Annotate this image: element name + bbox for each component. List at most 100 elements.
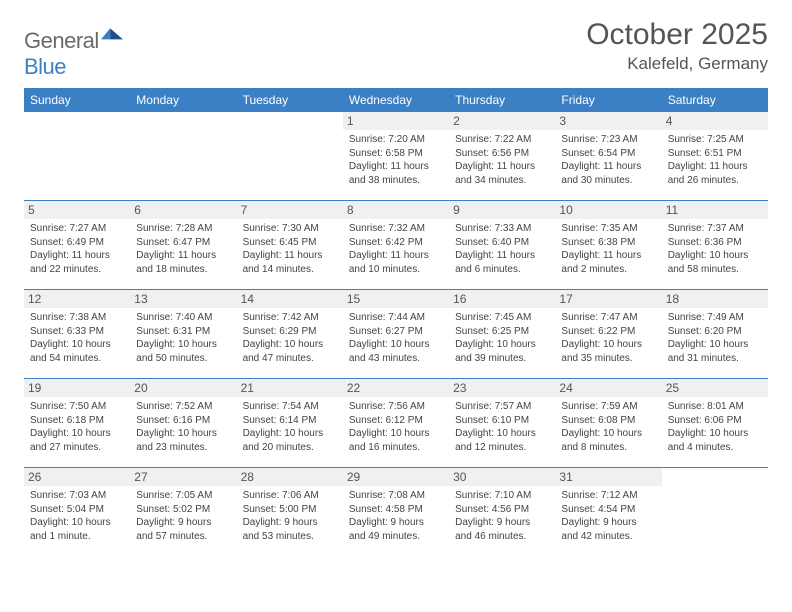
daylight-text: Daylight: 10 hours and 4 minutes. <box>668 427 762 454</box>
sunset-text: Sunset: 6:33 PM <box>30 325 124 339</box>
daylight-text: Daylight: 9 hours and 57 minutes. <box>136 516 230 543</box>
calendar-day-cell: 18Sunrise: 7:49 AMSunset: 6:20 PMDayligh… <box>662 290 768 379</box>
logo-text-2: Blue <box>24 54 66 79</box>
sunrise-text: Sunrise: 7:42 AM <box>243 311 337 325</box>
calendar-week-row: 12Sunrise: 7:38 AMSunset: 6:33 PMDayligh… <box>24 290 768 379</box>
sunrise-text: Sunrise: 7:22 AM <box>455 133 549 147</box>
calendar-day-cell <box>662 468 768 557</box>
day-info: Sunrise: 7:57 AMSunset: 6:10 PMDaylight:… <box>455 400 549 454</box>
daylight-text: Daylight: 10 hours and 23 minutes. <box>136 427 230 454</box>
day-info: Sunrise: 7:42 AMSunset: 6:29 PMDaylight:… <box>243 311 337 365</box>
calendar-day-cell: 12Sunrise: 7:38 AMSunset: 6:33 PMDayligh… <box>24 290 130 379</box>
sunrise-text: Sunrise: 7:08 AM <box>349 489 443 503</box>
calendar-day-cell: 10 Sunrise: 7:35 AMSunset: 6:38 PMDayligh… <box>555 201 661 290</box>
sunset-text: Sunset: 6:58 PM <box>349 147 443 161</box>
day-number: 28 <box>237 468 343 486</box>
sunset-text: Sunset: 5:02 PM <box>136 503 230 517</box>
daylight-text: Daylight: 11 hours and 34 minutes. <box>455 160 549 187</box>
sunrise-text: Sunrise: 7:56 AM <box>349 400 443 414</box>
daylight-text: Daylight: 9 hours and 42 minutes. <box>561 516 655 543</box>
day-info: Sunrise: 7:54 AMSunset: 6:14 PMDaylight:… <box>243 400 337 454</box>
sunrise-text: Sunrise: 7:12 AM <box>561 489 655 503</box>
daylight-text: Daylight: 9 hours and 53 minutes. <box>243 516 337 543</box>
sunset-text: Sunset: 4:54 PM <box>561 503 655 517</box>
day-number: 17 <box>555 290 661 308</box>
day-number: 21 <box>237 379 343 397</box>
day-info: Sunrise: 7:33 AMSunset: 6:40 PMDaylight:… <box>455 222 549 276</box>
daylight-text: Daylight: 9 hours and 46 minutes. <box>455 516 549 543</box>
day-info: Sunrise: 7:37 AMSunset: 6:36 PMDaylight:… <box>668 222 762 276</box>
day-info: Sunrise: 7:06 AMSunset: 5:00 PMDaylight:… <box>243 489 337 543</box>
day-number: 7 <box>237 201 343 219</box>
day-number: 26 <box>24 468 130 486</box>
sunrise-text: Sunrise: 7:23 AM <box>561 133 655 147</box>
day-info: Sunrise: 7:30 AMSunset: 6:45 PMDaylight:… <box>243 222 337 276</box>
calendar-day-cell <box>24 112 130 201</box>
daylight-text: Daylight: 10 hours and 1 minute. <box>30 516 124 543</box>
weekday-header: Tuesday <box>237 88 343 112</box>
day-number: 31 <box>555 468 661 486</box>
sunrise-text: Sunrise: 7:47 AM <box>561 311 655 325</box>
day-number: 18 <box>662 290 768 308</box>
calendar-day-cell: 30Sunrise: 7:10 AMSunset: 4:56 PMDayligh… <box>449 468 555 557</box>
sunrise-text: Sunrise: 7:10 AM <box>455 489 549 503</box>
day-info: Sunrise: 7:35 AMSunset: 6:38 PMDaylight:… <box>561 222 655 276</box>
sunrise-text: Sunrise: 7:38 AM <box>30 311 124 325</box>
calendar-day-cell: 23Sunrise: 7:57 AMSunset: 6:10 PMDayligh… <box>449 379 555 468</box>
calendar-day-cell: 9Sunrise: 7:33 AMSunset: 6:40 PMDaylight… <box>449 201 555 290</box>
weekday-header: Thursday <box>449 88 555 112</box>
day-info: Sunrise: 7:44 AMSunset: 6:27 PMDaylight:… <box>349 311 443 365</box>
sunrise-text: Sunrise: 7:06 AM <box>243 489 337 503</box>
day-info: Sunrise: 7:28 AMSunset: 6:47 PMDaylight:… <box>136 222 230 276</box>
day-info: Sunrise: 7:12 AMSunset: 4:54 PMDaylight:… <box>561 489 655 543</box>
daylight-text: Daylight: 10 hours and 35 minutes. <box>561 338 655 365</box>
day-number: 14 <box>237 290 343 308</box>
sunrise-text: Sunrise: 7:54 AM <box>243 400 337 414</box>
sunrise-text: Sunrise: 7:57 AM <box>455 400 549 414</box>
sunset-text: Sunset: 6:36 PM <box>668 236 762 250</box>
calendar-week-row: 19Sunrise: 7:50 AMSunset: 6:18 PMDayligh… <box>24 379 768 468</box>
calendar-day-cell: 11Sunrise: 7:37 AMSunset: 6:36 PMDayligh… <box>662 201 768 290</box>
logo-text: General Blue <box>24 26 123 80</box>
calendar-day-cell <box>237 112 343 201</box>
day-info: Sunrise: 7:40 AMSunset: 6:31 PMDaylight:… <box>136 311 230 365</box>
sunrise-text: Sunrise: 7:50 AM <box>30 400 124 414</box>
calendar-day-cell: 1Sunrise: 7:20 AMSunset: 6:58 PMDaylight… <box>343 112 449 201</box>
page-subtitle: Kalefeld, Germany <box>586 54 768 74</box>
sunset-text: Sunset: 6:16 PM <box>136 414 230 428</box>
day-number: 20 <box>130 379 236 397</box>
day-info: Sunrise: 7:20 AMSunset: 6:58 PMDaylight:… <box>349 133 443 187</box>
logo-mark-icon <box>101 26 123 40</box>
sunrise-text: Sunrise: 8:01 AM <box>668 400 762 414</box>
calendar-day-cell: 3 Sunrise: 7:23 AMSunset: 6:54 PMDaylight… <box>555 112 661 201</box>
sunset-text: Sunset: 6:42 PM <box>349 236 443 250</box>
day-number: 24 <box>555 379 661 397</box>
day-info: Sunrise: 8:01 AMSunset: 6:06 PMDaylight:… <box>668 400 762 454</box>
header: General Blue October 2025 Kalefeld, Germ… <box>24 18 768 80</box>
sunrise-text: Sunrise: 7:49 AM <box>668 311 762 325</box>
day-info: Sunrise: 7:50 AMSunset: 6:18 PMDaylight:… <box>30 400 124 454</box>
calendar-day-cell: 25Sunrise: 8:01 AMSunset: 6:06 PMDayligh… <box>662 379 768 468</box>
sunrise-text: Sunrise: 7:44 AM <box>349 311 443 325</box>
calendar-day-cell: 29Sunrise: 7:08 AMSunset: 4:58 PMDayligh… <box>343 468 449 557</box>
day-number: 3 <box>555 112 661 130</box>
calendar-week-row: 1Sunrise: 7:20 AMSunset: 6:58 PMDaylight… <box>24 112 768 201</box>
sunset-text: Sunset: 6:29 PM <box>243 325 337 339</box>
weekday-header-row: Sunday Monday Tuesday Wednesday Thursday… <box>24 88 768 112</box>
sunset-text: Sunset: 6:10 PM <box>455 414 549 428</box>
calendar-day-cell: 27Sunrise: 7:05 AMSunset: 5:02 PMDayligh… <box>130 468 236 557</box>
day-number: 10 <box>555 201 661 219</box>
day-info: Sunrise: 7:23 AMSunset: 6:54 PMDaylight:… <box>561 133 655 187</box>
day-info: Sunrise: 7:59 AMSunset: 6:08 PMDaylight:… <box>561 400 655 454</box>
day-number: 30 <box>449 468 555 486</box>
day-info: Sunrise: 7:38 AMSunset: 6:33 PMDaylight:… <box>30 311 124 365</box>
sunset-text: Sunset: 6:08 PM <box>561 414 655 428</box>
sunset-text: Sunset: 6:06 PM <box>668 414 762 428</box>
calendar-day-cell: 5Sunrise: 7:27 AMSunset: 6:49 PMDaylight… <box>24 201 130 290</box>
logo-text-1: General <box>24 28 99 53</box>
daylight-text: Daylight: 10 hours and 20 minutes. <box>243 427 337 454</box>
day-info: Sunrise: 7:08 AMSunset: 4:58 PMDaylight:… <box>349 489 443 543</box>
daylight-text: Daylight: 11 hours and 18 minutes. <box>136 249 230 276</box>
calendar-day-cell: 19Sunrise: 7:50 AMSunset: 6:18 PMDayligh… <box>24 379 130 468</box>
day-info: Sunrise: 7:03 AMSunset: 5:04 PMDaylight:… <box>30 489 124 543</box>
